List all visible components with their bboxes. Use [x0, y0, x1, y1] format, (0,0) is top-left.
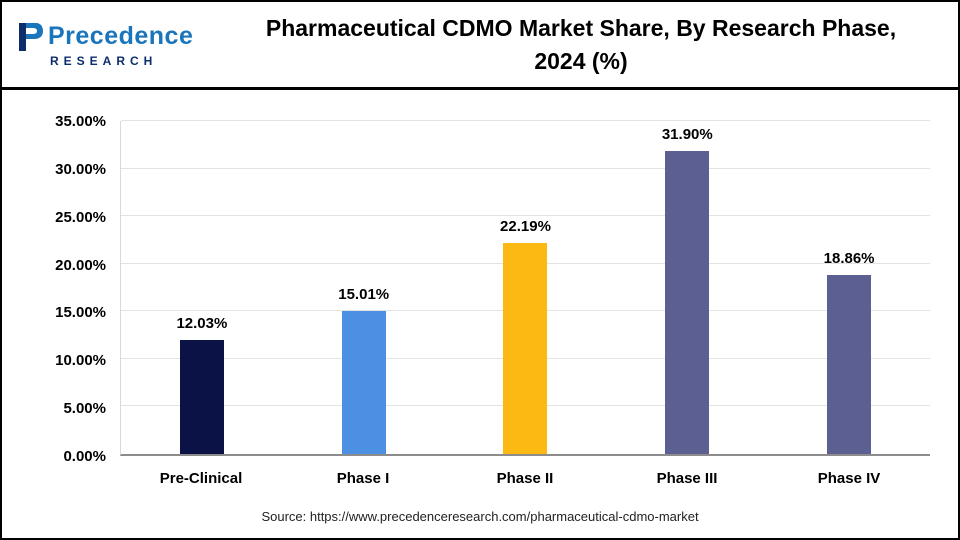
- bar-phase-iv: 18.86%: [824, 250, 875, 454]
- y-tick-label: 20.00%: [55, 256, 106, 274]
- source-text: Source: https://www.precedenceresearch.c…: [261, 509, 699, 524]
- bar-phase-iii: 31.90%: [662, 126, 713, 454]
- y-axis: 0.00% 5.00% 10.00% 15.00% 20.00% 25.00% 30.00%…: [2, 113, 112, 465]
- bar-value-label: 12.03%: [176, 314, 228, 332]
- x-axis-label: Phase II: [496, 469, 554, 487]
- grid-line: [121, 167, 930, 169]
- chart-title-line-1: Pharmaceutical CDMO Market Share, By Res…: [265, 15, 897, 42]
- grid-line: [121, 215, 930, 217]
- bar-slot: 18.86%: [768, 121, 930, 454]
- logo-wordmark: Precedence: [48, 22, 194, 50]
- chart-title: Pharmaceutical CDMO Market Share, By Res…: [214, 12, 958, 76]
- chart-title-line-2: 2024 (%): [534, 47, 628, 74]
- logo-p-icon: [19, 22, 43, 51]
- bar-value-label: 22.19%: [500, 217, 551, 235]
- x-axis-label: Phase III: [656, 469, 718, 487]
- precedence-research-logo: Precedence RESEARCH: [2, 22, 214, 68]
- plot-area: 12.03% 15.01% 22.19% 31.90% 18.86%: [120, 120, 930, 456]
- grid-line: [121, 120, 930, 121]
- bar-chart: 0.00% 5.00% 10.00% 15.00% 20.00% 25.00% 30.00%…: [2, 90, 958, 506]
- logo-top-row: Precedence: [16, 22, 214, 52]
- y-tick-label: 30.00%: [55, 160, 106, 178]
- y-tick-label: 5.00%: [63, 400, 106, 418]
- bar-slot: 22.19%: [445, 121, 607, 454]
- bar-phase-i: 15.01%: [338, 286, 389, 454]
- x-axis-label: Phase I: [336, 469, 390, 487]
- y-tick-label: 10.00%: [55, 352, 106, 370]
- bar-pre-clinical: 12.03%: [176, 315, 227, 454]
- bar-slot: 15.01%: [283, 121, 445, 454]
- x-axis-label: Pre-Clinical: [159, 469, 243, 487]
- bar-slot: 31.90%: [606, 121, 768, 454]
- bar-phase-ii: 22.19%: [500, 218, 551, 454]
- y-tick-label: 0.00%: [63, 448, 106, 465]
- y-tick-label: 15.00%: [55, 304, 106, 322]
- footer: Source: https://www.precedenceresearch.c…: [2, 506, 958, 538]
- x-axis: Pre-Clinical Phase I Phase II Phase III Phas…: [120, 466, 930, 490]
- y-tick-label: 35.00%: [55, 113, 106, 130]
- bar-value-label: 18.86%: [823, 249, 875, 267]
- x-axis-label: Phase IV: [817, 469, 881, 487]
- bar-value-label: 15.01%: [338, 286, 390, 304]
- logo-subtext: RESEARCH: [50, 53, 158, 68]
- header: Precedence RESEARCH Pharmaceutical CDMO …: [2, 2, 958, 90]
- y-tick-label: 25.00%: [55, 208, 106, 226]
- bar-value-label: 31.90%: [661, 125, 713, 143]
- bar-slot: 12.03%: [121, 121, 283, 454]
